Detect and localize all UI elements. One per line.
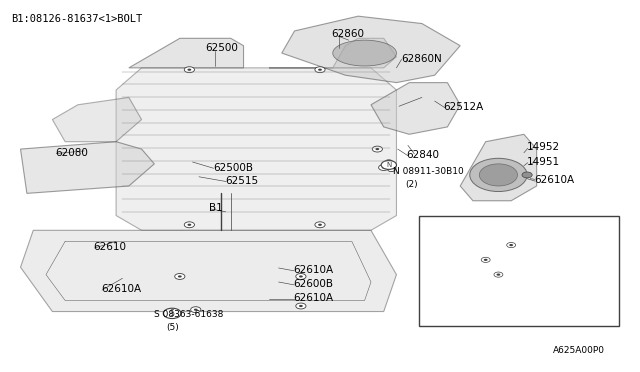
Text: (5): (5): [166, 323, 179, 331]
Polygon shape: [20, 142, 154, 193]
Circle shape: [184, 67, 195, 73]
Circle shape: [315, 67, 325, 73]
Circle shape: [188, 224, 191, 226]
Circle shape: [522, 172, 532, 178]
Text: N: N: [386, 162, 392, 168]
Ellipse shape: [333, 40, 396, 66]
Polygon shape: [282, 16, 460, 83]
Polygon shape: [52, 97, 141, 142]
Text: S: S: [170, 309, 175, 318]
Circle shape: [296, 303, 306, 309]
Text: 62870B: 62870B: [422, 269, 460, 279]
Circle shape: [318, 224, 322, 226]
Text: 62610A: 62610A: [293, 265, 333, 275]
Polygon shape: [20, 230, 396, 311]
Circle shape: [479, 164, 518, 186]
Text: 62610A: 62610A: [100, 284, 141, 294]
Text: 14951: 14951: [527, 157, 559, 167]
Text: 62500B: 62500B: [557, 231, 595, 241]
Circle shape: [175, 273, 185, 279]
Circle shape: [163, 308, 181, 318]
Circle shape: [299, 305, 303, 307]
Text: 62610A: 62610A: [534, 176, 574, 186]
Circle shape: [372, 146, 383, 152]
Text: B1:08126-81637<1>BOLT: B1:08126-81637<1>BOLT: [11, 14, 142, 24]
Circle shape: [191, 307, 201, 312]
Circle shape: [381, 161, 396, 169]
Circle shape: [481, 257, 490, 262]
Text: 62512A: 62512A: [557, 218, 595, 228]
Circle shape: [379, 164, 389, 170]
Text: 62610A: 62610A: [557, 269, 595, 279]
Text: 62866: 62866: [435, 246, 465, 256]
Polygon shape: [116, 68, 396, 230]
Circle shape: [194, 309, 198, 311]
Polygon shape: [269, 38, 396, 68]
Text: 62866M: 62866M: [557, 246, 596, 256]
Circle shape: [184, 222, 195, 228]
Polygon shape: [460, 134, 537, 201]
Text: 62500B: 62500B: [213, 163, 253, 173]
Bar: [419, 215, 620, 326]
Text: 62500: 62500: [205, 42, 238, 52]
Circle shape: [296, 273, 306, 279]
Text: B1: B1: [209, 203, 223, 213]
Text: N 08911-30B10: N 08911-30B10: [393, 167, 463, 176]
Text: 62610A: 62610A: [293, 293, 333, 303]
Circle shape: [509, 244, 513, 246]
Polygon shape: [371, 83, 460, 134]
Circle shape: [178, 275, 182, 278]
Polygon shape: [129, 38, 244, 68]
Circle shape: [299, 275, 303, 278]
Circle shape: [497, 273, 500, 276]
Text: 14952: 14952: [527, 142, 559, 152]
Text: S 08363-61638: S 08363-61638: [154, 310, 224, 319]
Circle shape: [507, 243, 516, 248]
Text: 62080: 62080: [55, 148, 88, 158]
Text: (2): (2): [405, 180, 418, 189]
Circle shape: [470, 158, 527, 192]
Text: 62512A: 62512A: [444, 102, 484, 112]
Text: 62860: 62860: [332, 29, 364, 39]
Circle shape: [388, 167, 395, 171]
Circle shape: [382, 166, 386, 169]
Circle shape: [376, 148, 380, 150]
Text: 62840: 62840: [406, 150, 440, 160]
Circle shape: [188, 68, 191, 71]
Polygon shape: [447, 223, 524, 282]
Circle shape: [318, 68, 322, 71]
Text: 62860N: 62860N: [401, 54, 442, 64]
Text: 62600B: 62600B: [293, 279, 333, 289]
Text: 62515: 62515: [226, 176, 259, 186]
Text: 62610: 62610: [93, 242, 126, 252]
Circle shape: [494, 272, 503, 277]
Circle shape: [484, 259, 488, 261]
Text: HT: HT: [428, 215, 444, 228]
Text: A625A00P0: A625A00P0: [552, 346, 605, 355]
Circle shape: [315, 222, 325, 228]
Circle shape: [385, 160, 393, 164]
